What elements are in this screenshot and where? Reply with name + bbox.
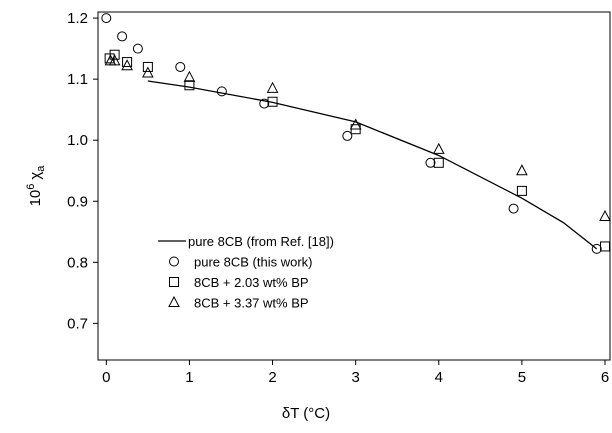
- y-tick-label: 1.0: [67, 132, 88, 149]
- x-tick-label: 4: [435, 369, 443, 386]
- marker-triangle: [142, 66, 154, 78]
- marker-circle: [175, 61, 186, 72]
- plot-frame: [97, 11, 611, 361]
- y-label-base: 10: [27, 190, 44, 207]
- y-tick-label: 1.1: [67, 71, 88, 88]
- marker-triangle: [349, 118, 362, 130]
- x-tick-label: 5: [518, 369, 526, 386]
- marker-square: [516, 185, 527, 196]
- y-tick-label: 0.7: [67, 315, 88, 332]
- marker-triangle: [121, 59, 133, 71]
- marker-circle: [132, 43, 143, 54]
- legend-label: pure 8CB (from Ref. [18]): [188, 234, 334, 249]
- marker-triangle: [168, 295, 180, 307]
- y-label-symbol: χ: [27, 172, 44, 180]
- y-label-subscript: a: [35, 165, 47, 172]
- marker-circle: [259, 98, 270, 109]
- legend-label: 8CB + 2.03 wt% BP: [194, 275, 309, 290]
- x-axis-label: δT (°C): [282, 405, 330, 422]
- fit-line: [147, 80, 598, 250]
- x-tick-label: 6: [601, 369, 609, 386]
- marker-triangle: [432, 142, 445, 154]
- x-tick-label: 0: [102, 369, 110, 386]
- legend-label: pure 8CB (this work): [194, 255, 312, 270]
- marker-circle: [101, 13, 112, 24]
- marker-triangle: [266, 81, 279, 93]
- legend-label: 8CB + 3.37 wt% BP: [194, 296, 309, 311]
- marker-triangle: [599, 209, 611, 222]
- marker-triangle: [516, 164, 528, 176]
- marker-circle: [425, 157, 436, 168]
- marker-circle: [342, 130, 353, 141]
- marker-circle: [508, 203, 519, 214]
- x-tick-label: 2: [268, 369, 276, 386]
- marker-circle: [591, 243, 602, 254]
- y-label-exponent: 6: [25, 184, 37, 190]
- marker-triangle: [108, 54, 121, 66]
- marker-square: [600, 241, 611, 252]
- y-tick-label: 0.8: [67, 254, 88, 271]
- y-axis-label: 106 χa: [25, 165, 47, 207]
- x-tick-label: 1: [185, 369, 193, 386]
- marker-square: [122, 57, 133, 68]
- marker-square: [433, 157, 444, 168]
- marker-square: [109, 49, 120, 60]
- marker-square: [267, 96, 278, 107]
- x-tick-label: 3: [351, 369, 359, 386]
- marker-triangle: [183, 70, 196, 82]
- marker-square: [142, 61, 153, 72]
- marker-circle: [169, 256, 179, 267]
- y-tick-label: 0.9: [67, 193, 88, 210]
- marker-circle: [117, 31, 128, 42]
- marker-square: [169, 277, 179, 287]
- marker-square: [184, 80, 195, 91]
- marker-circle: [216, 86, 227, 97]
- y-tick-label: 1.2: [67, 10, 88, 27]
